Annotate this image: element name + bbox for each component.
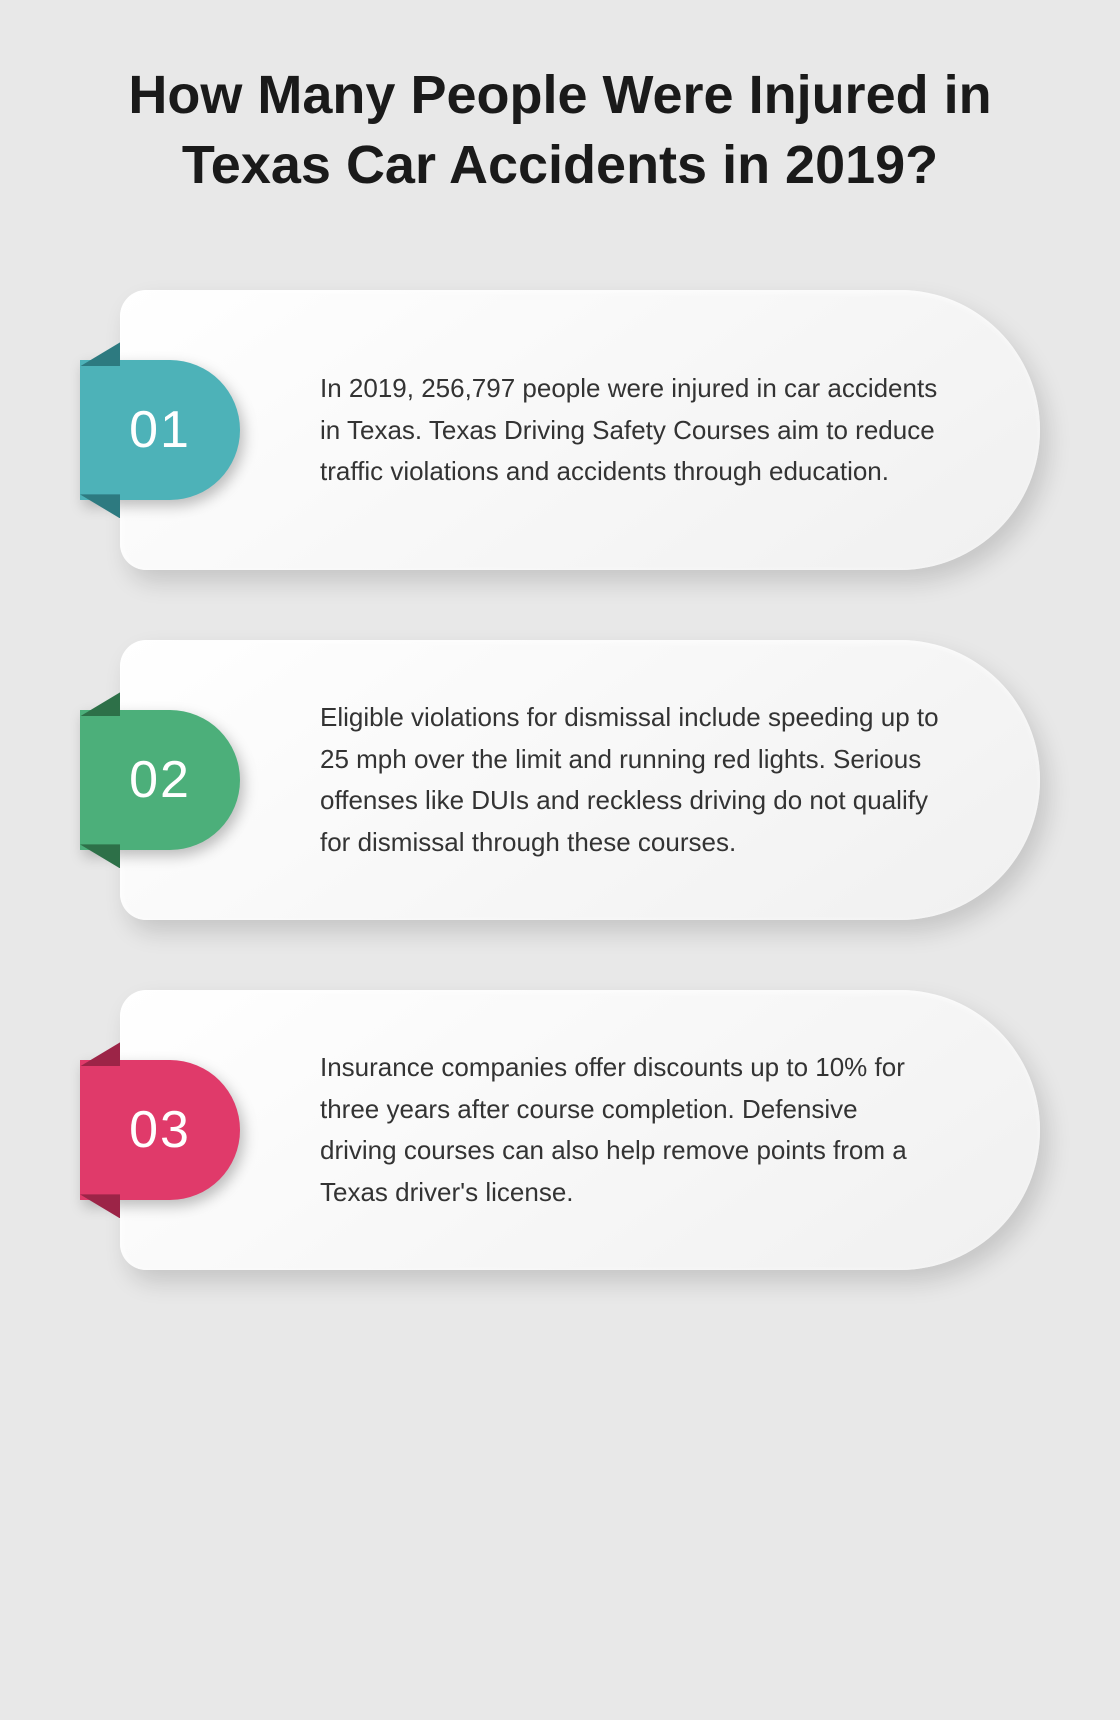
badge-fold-bottom [80,844,120,868]
number-badge: 03 [80,1060,240,1200]
info-card: 01 In 2019, 256,797 people were injured … [120,290,1040,570]
badge-fold-bottom [80,1194,120,1218]
info-card: 03 Insurance companies offer discounts u… [120,990,1040,1270]
number-badge: 02 [80,710,240,850]
badge-number: 01 [129,400,191,460]
card-body: In 2019, 256,797 people were injured in … [120,290,1040,570]
card-body: Eligible violations for dismissal includ… [120,640,1040,920]
badge-number: 03 [129,1100,191,1160]
info-card: 02 Eligible violations for dismissal inc… [120,640,1040,920]
badge-fold-top [80,1042,120,1066]
card-text: Insurance companies offer discounts up t… [320,1047,940,1213]
badge-number: 02 [129,750,191,810]
badge-fold-top [80,692,120,716]
badge-wrap-1: 01 [80,360,240,500]
card-text: Eligible violations for dismissal includ… [320,697,940,863]
badge-wrap-3: 03 [80,1060,240,1200]
badge-wrap-2: 02 [80,710,240,850]
card-text: In 2019, 256,797 people were injured in … [320,368,940,493]
card-body: Insurance companies offer discounts up t… [120,990,1040,1270]
number-badge: 01 [80,360,240,500]
page-title: How Many People Were Injured in Texas Ca… [80,60,1040,200]
